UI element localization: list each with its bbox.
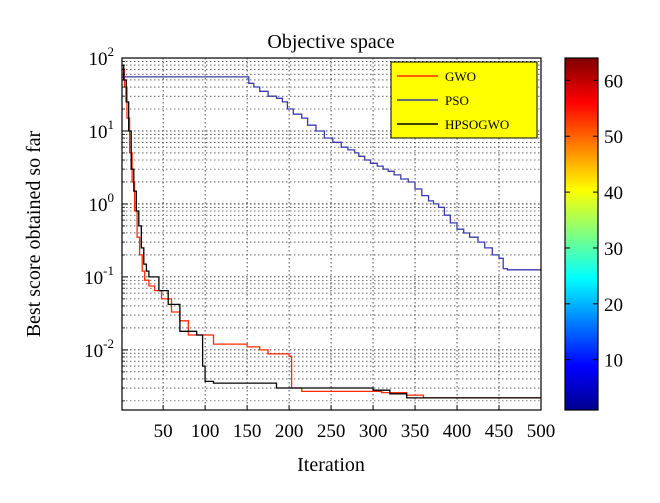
colorbar: 10 20 30 40 50 60 — [564, 57, 623, 411]
x-tick-label: 450 — [485, 421, 514, 442]
y-ticks: 102 101 100 10-1 10-2 — [84, 44, 128, 402]
chart-title: Objective space — [267, 31, 394, 53]
x-tick-label: 500 — [527, 421, 556, 442]
colorbar-gradient — [564, 57, 599, 411]
legend-label-gwo: GWO — [445, 69, 476, 84]
x-tick-label: 100 — [191, 421, 220, 442]
y-axis-label: Best score obtained so far — [23, 130, 45, 337]
legend-box — [390, 61, 538, 139]
y-tick-label: 101 — [89, 117, 115, 143]
x-ticks: 50 100 150 200 250 300 350 400 450 500 — [154, 405, 556, 442]
x-axis-label: Iteration — [297, 454, 365, 476]
x-tick-label: 250 — [317, 421, 346, 442]
y-tick-label: 10-2 — [84, 336, 114, 362]
colorbar-tick-label: 10 — [604, 351, 623, 372]
legend-label-hpsogwo: HPSOGWO — [445, 117, 509, 132]
x-tick-label: 150 — [233, 421, 262, 442]
y-tick-label: 10-1 — [84, 263, 114, 289]
colorbar-tick-label: 50 — [604, 127, 623, 148]
grid — [122, 57, 542, 410]
legend-label-pso: PSO — [445, 93, 469, 108]
x-tick-label: 50 — [154, 421, 173, 442]
colorbar-tick-label: 30 — [604, 239, 623, 260]
x-tick-label: 400 — [443, 421, 472, 442]
x-tick-label: 200 — [275, 421, 304, 442]
x-tick-label: 300 — [359, 421, 388, 442]
colorbar-tick-label: 20 — [604, 295, 623, 316]
y-tick-label: 102 — [89, 44, 115, 70]
legend: GWO PSO HPSOGWO — [390, 61, 538, 139]
series-lines — [122, 64, 541, 399]
colorbar-tick-label: 60 — [604, 71, 623, 92]
series-line-hpsogwo — [122, 64, 541, 399]
x-tick-label: 350 — [401, 421, 430, 442]
y-tick-label: 100 — [89, 190, 115, 216]
colorbar-tick-label: 40 — [604, 183, 623, 204]
series-line-pso — [122, 76, 541, 271]
